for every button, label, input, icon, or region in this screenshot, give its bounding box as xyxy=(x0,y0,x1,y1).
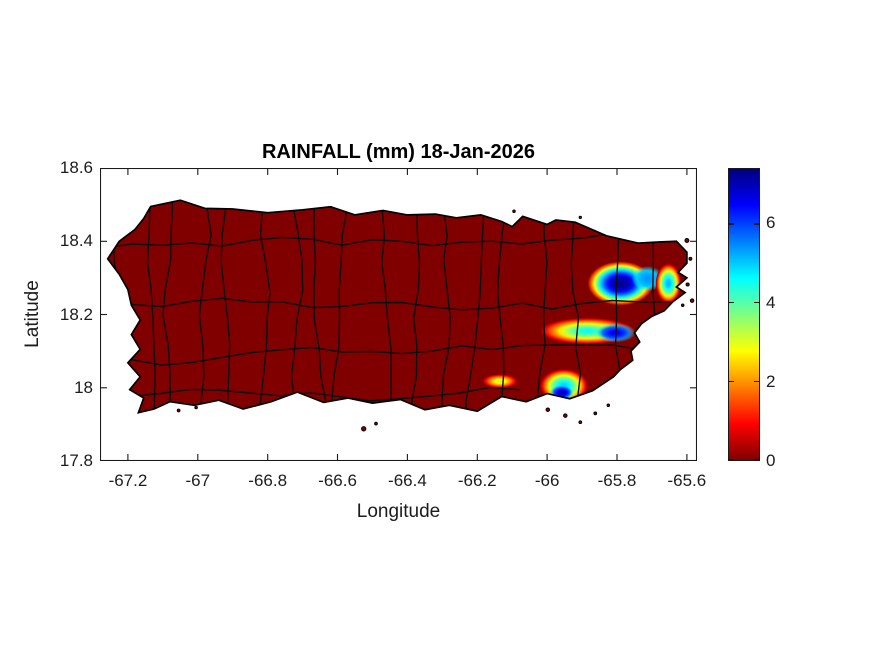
colorbar-tick xyxy=(729,459,734,461)
x-tick-label: -67.2 xyxy=(108,471,148,490)
colorbar-tick-label: 2 xyxy=(766,371,776,391)
municipal-boundaries xyxy=(107,200,687,413)
x-tick-label: -67 xyxy=(185,471,211,490)
colorbar-tick xyxy=(754,459,759,461)
islet xyxy=(176,408,181,413)
x-tick-label: -66.2 xyxy=(457,471,497,490)
x-tick-label: -66.4 xyxy=(388,471,427,490)
chart-title: RAINFALL (mm) 18-Jan-2026 xyxy=(261,141,536,163)
islet xyxy=(688,256,693,261)
y-tick-label: 18.2 xyxy=(59,304,93,324)
colorbar-tick-label: 0 xyxy=(766,451,776,470)
islet xyxy=(680,303,685,308)
colorbar-tick xyxy=(729,223,734,225)
x-tick-label: -66 xyxy=(534,471,560,490)
coastline xyxy=(106,199,689,414)
y-tick-label: 18 xyxy=(74,377,93,397)
colorbar-tick xyxy=(754,223,759,225)
colorbar-tick-label: 6 xyxy=(766,213,776,233)
colorbar-tick xyxy=(754,380,759,383)
y-tick-label: 18.4 xyxy=(59,231,93,251)
rain-cell xyxy=(631,266,664,292)
y-tick-label: 17.8 xyxy=(59,451,93,470)
x-tick-label: -65.6 xyxy=(667,471,707,490)
islet xyxy=(374,421,378,426)
axis-ticks xyxy=(101,168,696,461)
colorbar xyxy=(728,168,760,461)
axes-box xyxy=(100,168,697,461)
islet xyxy=(578,420,583,425)
islet xyxy=(689,298,695,303)
x-tick-label: -65.8 xyxy=(597,471,637,490)
x-tick-label: -66.6 xyxy=(318,471,357,490)
islet xyxy=(563,413,568,418)
rainfall-map xyxy=(100,168,697,461)
islet xyxy=(606,403,611,408)
y-tick-label: 18.6 xyxy=(59,158,93,177)
rain-cell xyxy=(655,263,682,304)
islet xyxy=(194,405,198,410)
islet xyxy=(361,426,367,432)
rain-cell xyxy=(482,374,518,389)
colorbar-tick xyxy=(729,302,734,304)
rain-cell xyxy=(595,323,636,343)
islet xyxy=(545,407,551,412)
islet xyxy=(512,209,516,213)
islet xyxy=(593,411,598,416)
x-tick-label: -66.8 xyxy=(248,471,288,490)
colorbar-tick-label: 4 xyxy=(766,292,776,312)
islet xyxy=(578,215,582,220)
x-axis-label: Longitude xyxy=(356,501,441,522)
islet xyxy=(684,238,690,243)
islet xyxy=(685,282,690,287)
colorbar-tick xyxy=(729,380,734,383)
colorbar-tick xyxy=(754,302,759,304)
